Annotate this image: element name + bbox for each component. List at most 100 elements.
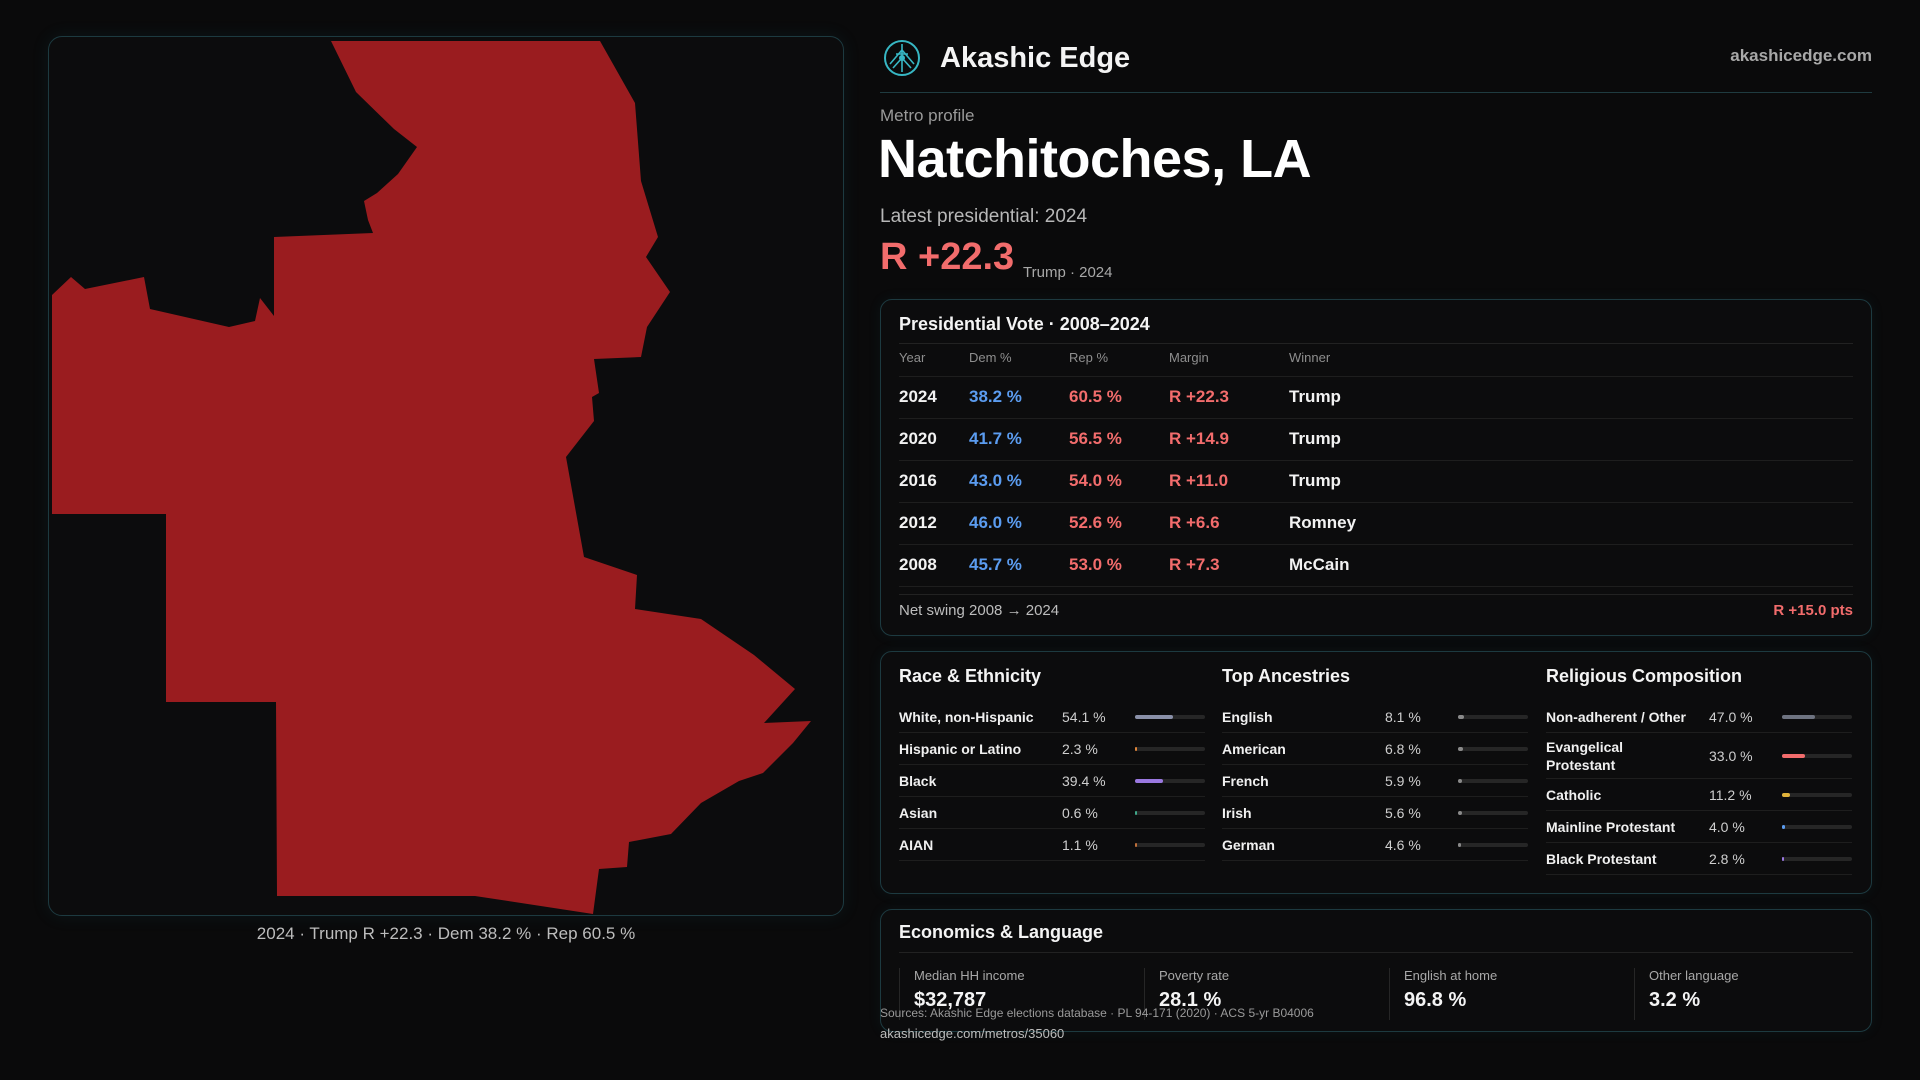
- item-bar-fill: [1135, 715, 1173, 719]
- column-header-dem: Dem %: [969, 350, 1012, 365]
- list-item[interactable]: Evangelical Protestant 33.0 %: [1546, 733, 1852, 779]
- item-value: 54.1 %: [1062, 708, 1106, 725]
- stat-poverty-rate: Poverty rate 28.1 %: [1144, 968, 1374, 1020]
- item-label: Black Protestant: [1546, 851, 1657, 867]
- cell-dem: 45.7 %: [969, 555, 1022, 574]
- item-value: 33.0 %: [1709, 747, 1753, 764]
- item-bar-track: [1135, 811, 1205, 815]
- brand[interactable]: Akashic Edge: [882, 38, 1130, 78]
- item-value: 2.3 %: [1062, 740, 1098, 757]
- cell-winner: Trump: [1289, 471, 1341, 490]
- list-item[interactable]: French 5.9 %: [1222, 765, 1528, 797]
- cell-margin: R +6.6: [1169, 513, 1220, 532]
- stat-value: 28.1 %: [1159, 989, 1222, 1011]
- column-header-year: Year: [899, 350, 926, 365]
- header-divider: [880, 92, 1872, 93]
- list-item[interactable]: German 4.6 %: [1222, 829, 1528, 861]
- item-bar-fill: [1458, 747, 1463, 751]
- item-bar-fill: [1782, 715, 1815, 719]
- table-row[interactable]: 2008 45.7 % 53.0 % R +7.3 McCain: [899, 545, 1853, 587]
- item-bar-fill: [1135, 747, 1137, 751]
- cell-year: 2012: [899, 513, 937, 532]
- list-item[interactable]: Irish 5.6 %: [1222, 797, 1528, 829]
- table-row[interactable]: 2024 38.2 % 60.5 % R +22.3 Trump: [899, 377, 1853, 419]
- item-value: 6.8 %: [1385, 740, 1421, 757]
- list-item[interactable]: Asian 0.6 %: [899, 797, 1205, 829]
- top-ancestries-column: Top Ancestries English 8.1 % American 6.8 %…: [1222, 652, 1528, 893]
- cell-winner: Romney: [1289, 513, 1357, 532]
- stat-label: Median HH income: [914, 968, 1025, 983]
- section-title: Top Ancestries: [1222, 666, 1351, 686]
- item-bar-fill: [1135, 843, 1137, 847]
- table-row[interactable]: 2012 46.0 % 52.6 % R +6.6 Romney: [899, 503, 1853, 545]
- item-value: 0.6 %: [1062, 804, 1098, 821]
- stat-median-income: Median HH income $32,787: [899, 968, 1129, 1020]
- column-header-winner: Winner: [1289, 350, 1331, 365]
- item-value: 4.0 %: [1709, 818, 1745, 835]
- divider: [899, 594, 1853, 595]
- item-bar-track: [1782, 715, 1852, 719]
- cell-winner: Trump: [1289, 429, 1341, 448]
- item-label: English: [1222, 709, 1273, 725]
- item-bar-fill: [1782, 825, 1785, 829]
- table-row[interactable]: 2016 43.0 % 54.0 % R +11.0 Trump: [899, 461, 1853, 503]
- brand-name: Akashic Edge: [940, 41, 1131, 74]
- cell-year: 2024: [899, 387, 937, 406]
- list-item[interactable]: Mainline Protestant 4.0 %: [1546, 811, 1852, 843]
- item-bar-fill: [1135, 779, 1163, 783]
- list-item[interactable]: English 8.1 %: [1222, 701, 1528, 733]
- item-value: 1.1 %: [1062, 836, 1098, 853]
- item-label: Non-adherent / Other: [1546, 709, 1687, 725]
- county-shape[interactable]: [52, 41, 811, 914]
- stat-label: Poverty rate: [1159, 968, 1230, 983]
- item-label: White, non-Hispanic: [899, 709, 1034, 725]
- column-header-rep: Rep %: [1069, 350, 1109, 365]
- list-item[interactable]: AIAN 1.1 %: [899, 829, 1205, 861]
- list-item[interactable]: White, non-Hispanic 54.1 %: [899, 701, 1205, 733]
- cell-margin: R +22.3: [1169, 387, 1230, 406]
- list-item[interactable]: Hispanic or Latino 2.3 %: [899, 733, 1205, 765]
- stat-value: $32,787: [914, 989, 987, 1011]
- stat-value: 3.2 %: [1649, 989, 1701, 1011]
- card-title: Presidential Vote · 2008–2024: [899, 314, 1150, 334]
- list-item[interactable]: Black 39.4 %: [899, 765, 1205, 797]
- item-value: 47.0 %: [1709, 708, 1753, 725]
- item-bar-fill: [1135, 811, 1137, 815]
- county-map[interactable]: [49, 37, 844, 916]
- list-item[interactable]: Non-adherent / Other 47.0 %: [1546, 701, 1852, 733]
- table-row[interactable]: 2020 41.7 % 56.5 % R +14.9 Trump: [899, 419, 1853, 461]
- cell-rep: 53.0 %: [1069, 555, 1122, 574]
- net-swing-label: Net swing 2008 → 2024: [899, 602, 1060, 619]
- page-title: Natchitoches, LA: [878, 129, 1312, 189]
- item-label: Asian: [899, 805, 938, 821]
- demographics-card: Race & Ethnicity White, non-Hispanic 54.1…: [880, 651, 1872, 894]
- item-value: 11.2 %: [1709, 786, 1752, 803]
- item-label: American: [1222, 741, 1286, 757]
- item-value: 5.6 %: [1385, 804, 1421, 821]
- stat-label: Other language: [1649, 968, 1739, 983]
- item-value: 5.9 %: [1385, 772, 1421, 789]
- divider: [899, 376, 1853, 377]
- item-bar-fill: [1458, 843, 1462, 847]
- item-label: Catholic: [1546, 787, 1602, 803]
- source-url[interactable]: akashicedge.com/metros/35060: [880, 1026, 1065, 1041]
- item-bar-track: [1782, 754, 1852, 758]
- section-title: Race & Ethnicity: [899, 666, 1042, 686]
- list-item[interactable]: Catholic 11.2 %: [1546, 779, 1852, 811]
- cell-rep: 56.5 %: [1069, 429, 1122, 448]
- item-value: 39.4 %: [1062, 772, 1106, 789]
- item-label: German: [1222, 837, 1275, 853]
- divider: [899, 952, 1853, 953]
- item-value: 4.6 %: [1385, 836, 1421, 853]
- item-bar-track: [1458, 747, 1528, 751]
- item-bar-fill: [1458, 811, 1462, 815]
- item-value: 2.8 %: [1709, 850, 1745, 867]
- section-title: Religious Composition: [1546, 666, 1742, 686]
- list-item[interactable]: Black Protestant 2.8 %: [1546, 843, 1852, 875]
- cell-winner: McCain: [1289, 555, 1350, 574]
- item-bar-track: [1782, 857, 1852, 861]
- list-item[interactable]: American 6.8 %: [1222, 733, 1528, 765]
- site-url[interactable]: akashicedge.com: [1730, 46, 1872, 65]
- item-label: French: [1222, 773, 1269, 789]
- item-bar-track: [1458, 843, 1528, 847]
